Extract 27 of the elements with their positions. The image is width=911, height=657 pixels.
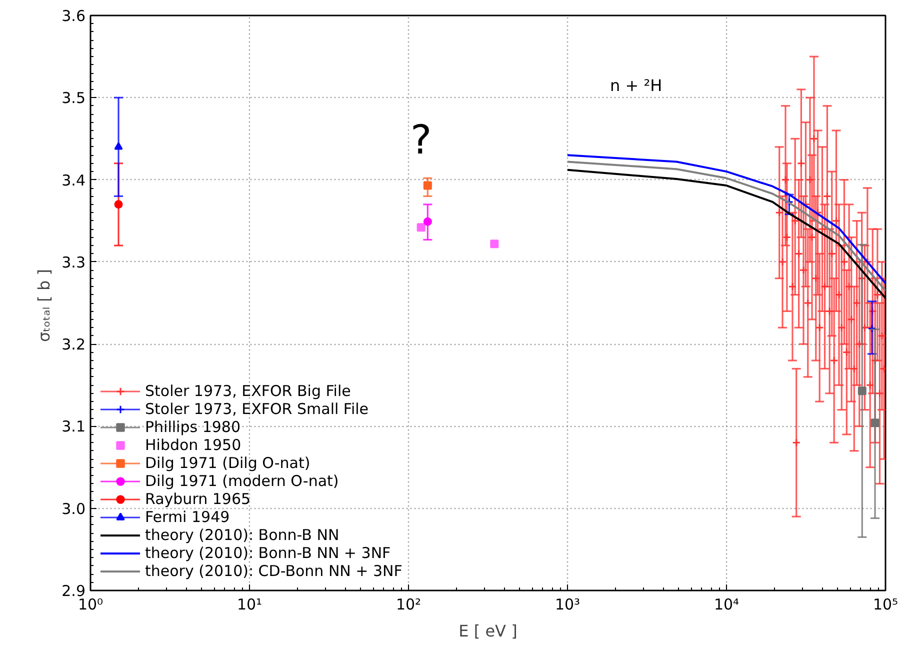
y-tick-label: 3.0	[62, 500, 86, 518]
legend-label: Hibdon 1950	[145, 436, 242, 454]
annotation: n + ²H	[610, 76, 662, 95]
legend-label: Stoler 1973, EXFOR Big File	[145, 382, 351, 400]
legend-label: Dilg 1971 (Dilg O-nat)	[145, 454, 310, 472]
y-tick-label: 3.6	[62, 7, 86, 25]
x-tick-label: 10³	[554, 596, 580, 614]
y-tick-label: 3.3	[62, 253, 86, 272]
x-tick-label: 10⁴	[714, 596, 740, 614]
x-tick-label: 10²	[396, 596, 422, 614]
legend-label: theory (2010): Bonn-B NN	[145, 526, 340, 544]
legend-label: Rayburn 1965	[145, 490, 251, 508]
x-axis-title: E [ eV ]	[458, 622, 518, 640]
y-tick-label: 3.2	[62, 336, 86, 354]
x-tick-label: 10¹	[236, 596, 262, 614]
y-axis-title: σₜₒₜₐₗ [ b ]	[34, 269, 54, 342]
y-tick-label: 3.1	[62, 418, 86, 436]
legend-label: Fermi 1949	[145, 508, 230, 526]
legend-label: Dilg 1971 (modern O-nat)	[145, 472, 339, 490]
x-tick-label: 10⁵	[872, 596, 898, 614]
legend-label: theory (2010): Bonn-B NN + 3NF	[145, 544, 391, 562]
y-tick-label: 3.4	[62, 171, 86, 190]
annotation: ?	[410, 117, 432, 164]
legend-label: theory (2010): CD-Bonn NN + 3NF	[145, 562, 402, 580]
legend-label: Phillips 1980	[145, 418, 241, 436]
y-tick-label: 3.5	[62, 89, 86, 108]
legend-label: Stoler 1973, EXFOR Small File	[145, 400, 369, 418]
